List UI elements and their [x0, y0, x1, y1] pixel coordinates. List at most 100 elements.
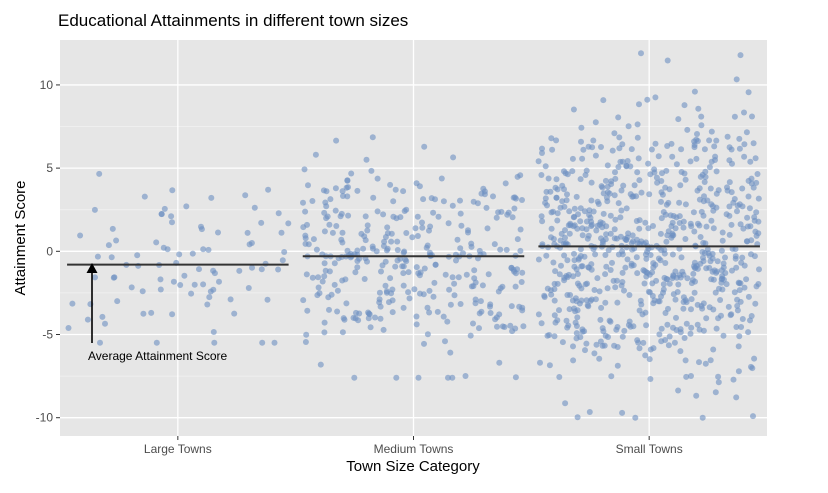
- data-point: [612, 169, 618, 176]
- data-point: [641, 280, 648, 287]
- data-point: [566, 306, 573, 313]
- data-point: [455, 274, 462, 281]
- data-point: [420, 291, 427, 298]
- data-point: [535, 158, 542, 165]
- data-point: [649, 269, 656, 276]
- data-point: [600, 210, 607, 217]
- data-point: [719, 286, 726, 293]
- data-point: [496, 359, 503, 366]
- data-point: [565, 271, 572, 278]
- data-point: [248, 240, 255, 246]
- data-point: [300, 297, 307, 304]
- data-point: [231, 310, 238, 317]
- data-point: [470, 283, 477, 290]
- data-point: [755, 218, 762, 225]
- data-point: [752, 300, 759, 307]
- data-point: [564, 257, 571, 264]
- data-point: [281, 249, 288, 255]
- data-point: [334, 287, 341, 294]
- data-point: [382, 282, 389, 289]
- data-point: [449, 202, 456, 209]
- data-point: [471, 267, 478, 274]
- data-point: [715, 187, 722, 194]
- data-point: [505, 209, 512, 216]
- data-point: [141, 193, 148, 200]
- data-point: [607, 267, 614, 273]
- data-point: [722, 254, 728, 261]
- data-point: [322, 267, 329, 274]
- data-point: [170, 278, 177, 285]
- data-point: [612, 284, 619, 291]
- data-point: [726, 179, 733, 186]
- data-point: [153, 239, 160, 246]
- data-point: [551, 333, 558, 340]
- data-point: [84, 316, 91, 323]
- data-point: [499, 283, 506, 290]
- data-point: [313, 246, 320, 253]
- data-point: [363, 156, 370, 163]
- y-tick-label: 0: [46, 244, 53, 258]
- data-point: [658, 178, 665, 184]
- data-point: [538, 320, 545, 327]
- data-point: [669, 251, 676, 258]
- data-point: [317, 361, 324, 368]
- data-point: [279, 257, 286, 264]
- data-point: [739, 316, 746, 322]
- data-point: [728, 221, 735, 228]
- data-point: [693, 392, 700, 399]
- data-point: [557, 204, 564, 211]
- data-point: [598, 144, 604, 150]
- data-point: [672, 225, 679, 232]
- data-point: [548, 225, 555, 232]
- data-point: [376, 289, 383, 296]
- data-point: [413, 313, 420, 320]
- data-point: [619, 269, 626, 276]
- data-point: [577, 246, 584, 253]
- data-point: [750, 413, 756, 420]
- data-point: [158, 211, 165, 218]
- data-point: [432, 261, 439, 268]
- data-point: [573, 266, 580, 273]
- data-point: [653, 174, 660, 181]
- data-point: [629, 193, 636, 200]
- data-point: [670, 291, 677, 298]
- data-point: [376, 296, 383, 303]
- data-point: [392, 263, 399, 270]
- data-point: [227, 296, 234, 303]
- data-point: [411, 286, 418, 293]
- data-point: [372, 314, 378, 321]
- data-point: [745, 89, 752, 96]
- data-point: [493, 214, 500, 221]
- data-point: [589, 144, 596, 151]
- data-point: [636, 177, 643, 184]
- data-point: [548, 135, 555, 142]
- data-point: [553, 137, 560, 144]
- data-point: [662, 310, 669, 316]
- data-point: [578, 297, 585, 304]
- data-point: [463, 271, 470, 278]
- data-point: [339, 188, 346, 195]
- data-point: [552, 268, 559, 275]
- data-point: [405, 269, 412, 276]
- data-point: [564, 171, 571, 178]
- data-point: [369, 134, 376, 141]
- data-point: [329, 229, 336, 236]
- data-point: [715, 373, 722, 380]
- data-point: [623, 205, 630, 212]
- data-point: [621, 327, 628, 334]
- data-point: [160, 244, 167, 251]
- data-point: [602, 252, 609, 258]
- data-point: [603, 194, 610, 201]
- data-point: [393, 374, 400, 381]
- data-point: [664, 57, 671, 64]
- data-point: [583, 218, 590, 225]
- data-point: [647, 171, 654, 178]
- data-point: [682, 201, 689, 208]
- data-point: [216, 278, 222, 285]
- data-point: [591, 287, 598, 293]
- data-point: [720, 276, 727, 283]
- data-point: [479, 282, 486, 289]
- data-point: [508, 303, 515, 310]
- data-point: [390, 198, 397, 205]
- data-point: [733, 76, 740, 83]
